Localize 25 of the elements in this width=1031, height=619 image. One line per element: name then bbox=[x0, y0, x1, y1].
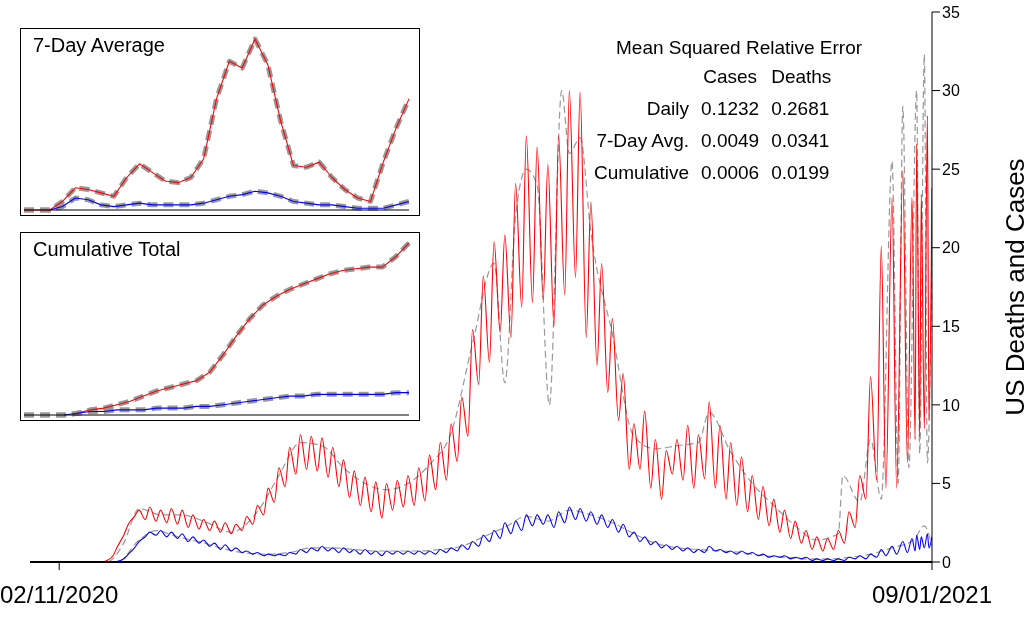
chart-title: Cumulative Total bbox=[33, 238, 181, 261]
annotation: Daily bbox=[645, 97, 691, 121]
annotation: Cases bbox=[702, 65, 759, 89]
annotation: 7-Day Avg. bbox=[595, 129, 691, 153]
annotation: 0.0199 bbox=[770, 161, 831, 185]
y-tick-label: 35 bbox=[942, 3, 960, 21]
y-tick-label: 0 bbox=[942, 553, 951, 571]
y-tick-label: 30 bbox=[942, 82, 960, 100]
text: Mean Squared Relative Error bbox=[615, 36, 864, 60]
x-tick-label: 09/01/2021 bbox=[871, 581, 993, 609]
annotation: 0.0006 bbox=[700, 161, 761, 185]
annotation: 0.0341 bbox=[770, 129, 831, 153]
y-tick-label: 5 bbox=[942, 475, 951, 493]
annotation: 0.2681 bbox=[770, 97, 831, 121]
annotation: Cumulative bbox=[593, 161, 691, 185]
annotation: 0.0049 bbox=[700, 129, 761, 153]
y-tick-label: 10 bbox=[942, 396, 960, 414]
x-tick-label: 02/11/2020 bbox=[0, 581, 119, 609]
chart-title: 7-Day Average bbox=[33, 34, 165, 57]
annotation: Deaths bbox=[770, 65, 833, 89]
annotation: 0.1232 bbox=[700, 97, 761, 121]
y-tick-label: 20 bbox=[942, 239, 960, 257]
y-tick-label: 25 bbox=[942, 160, 960, 178]
y-axis-title: US Deaths and Cases bbox=[1000, 158, 1031, 416]
y-tick-label: 15 bbox=[942, 317, 960, 335]
